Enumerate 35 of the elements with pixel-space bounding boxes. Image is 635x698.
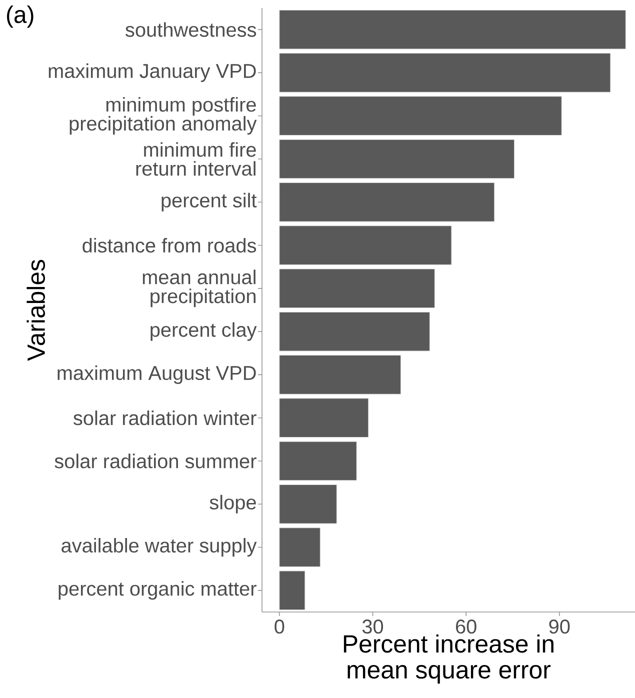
bar [279, 441, 357, 481]
x-tick-label: 60 [456, 620, 476, 634]
y-tick-label: minimum fire return interval [136, 142, 256, 176]
x-tick-label: 90 [549, 620, 570, 634]
bar [279, 139, 515, 179]
y-tick-label: solar radiation summer [54, 454, 256, 468]
y-tick-label: minimum postfire precipitation anomaly [70, 97, 257, 135]
bar [279, 355, 401, 394]
bar [279, 182, 495, 222]
y-tick-label: slope [210, 494, 256, 514]
bar [279, 96, 562, 136]
y-axis-title: Variables [26, 260, 46, 361]
x-tick-label: 0 [274, 620, 284, 634]
bar [279, 398, 369, 438]
bar [279, 528, 320, 567]
y-tick-label: solar radiation winter [74, 410, 256, 426]
bar [279, 226, 452, 265]
y-tick-label: available water supply [62, 538, 257, 557]
bar [279, 484, 337, 524]
y-tick-label: maximum January VPD [48, 63, 256, 82]
x-axis-title: Percent increase in mean square error [344, 634, 554, 684]
text: (a) [7, 6, 34, 28]
bar [279, 570, 306, 610]
y-tick-label: mean annual precipitation [142, 270, 256, 308]
y-tick-label: percent clay [150, 322, 257, 341]
y-tick-label: maximum August VPD [58, 365, 256, 384]
bar [279, 10, 626, 50]
y-tick-label: percent organic matter [58, 581, 256, 600]
bar [279, 53, 611, 92]
y-tick-label: percent silt [162, 192, 257, 212]
y-tick-label: distance from roads [82, 238, 256, 253]
x-tick-label: 30 [362, 620, 384, 634]
bar [279, 268, 435, 308]
y-tick-label: southwestness [126, 22, 256, 37]
bar [279, 312, 430, 352]
